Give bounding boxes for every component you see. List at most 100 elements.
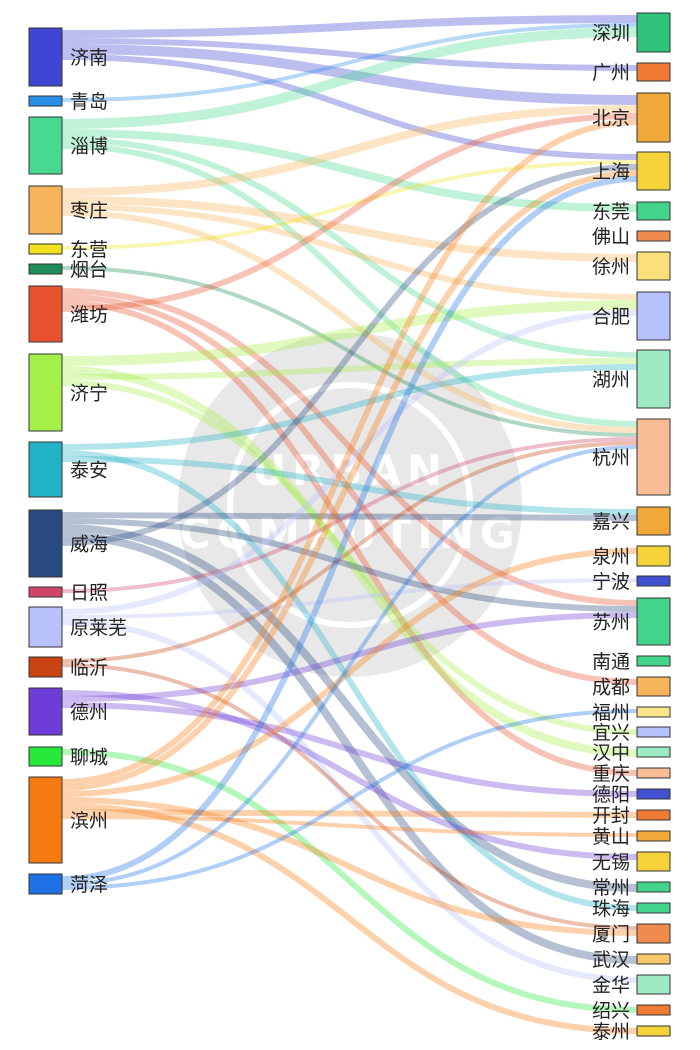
target-label-27: 武汉 <box>592 949 630 971</box>
source-node-15 <box>28 776 63 864</box>
source-node-5 <box>28 263 63 275</box>
target-node-22 <box>636 830 671 842</box>
flow-link <box>61 809 638 818</box>
flow-link <box>61 612 638 702</box>
source-node-9 <box>28 509 63 578</box>
source-node-0 <box>28 27 63 87</box>
target-node-25 <box>636 902 671 914</box>
flow-link <box>61 358 638 380</box>
source-label-15: 滨州 <box>70 810 108 832</box>
target-label-20: 德阳 <box>592 784 630 806</box>
target-label-17: 宜兴 <box>592 722 630 744</box>
target-node-3 <box>636 151 671 191</box>
flow-link <box>61 663 638 930</box>
target-label-26: 厦门 <box>592 924 630 946</box>
target-node-8 <box>636 349 671 409</box>
target-node-20 <box>636 788 671 800</box>
target-label-30: 泰州 <box>592 1021 630 1043</box>
flow-link <box>61 380 638 735</box>
source-label-14: 聊城 <box>70 747 108 769</box>
flow-link <box>61 143 638 427</box>
target-node-15 <box>636 676 671 697</box>
source-node-2 <box>28 116 63 175</box>
target-label-21: 开封 <box>592 805 630 827</box>
source-node-1 <box>28 95 63 107</box>
flow-link <box>61 176 638 882</box>
flow-link <box>61 749 638 1013</box>
target-node-18 <box>636 746 671 758</box>
svg-text:URBAN: URBAN <box>252 446 448 495</box>
flow-link <box>61 445 638 886</box>
source-label-13: 德州 <box>70 702 108 724</box>
flow-link <box>61 113 638 312</box>
source-label-12: 临沂 <box>70 657 108 679</box>
flow-link <box>61 532 638 964</box>
flow-link <box>61 797 638 936</box>
flow-link <box>61 164 638 546</box>
source-node-3 <box>28 185 63 235</box>
target-label-1: 广州 <box>592 62 630 84</box>
target-node-7 <box>636 291 671 341</box>
source-label-0: 济南 <box>70 47 108 69</box>
flow-links <box>61 15 638 1034</box>
flow-link <box>61 129 638 212</box>
source-node-8 <box>28 441 63 498</box>
flow-link <box>61 456 638 515</box>
flow-link <box>61 548 638 797</box>
target-node-0 <box>636 12 671 53</box>
target-node-30 <box>636 1025 671 1037</box>
flow-link <box>61 709 638 890</box>
flow-link <box>61 450 638 911</box>
flow-link <box>61 266 638 437</box>
target-label-29: 绍兴 <box>592 1000 630 1022</box>
target-label-28: 金华 <box>592 975 630 997</box>
flow-link <box>61 441 638 663</box>
target-label-18: 汉中 <box>592 742 630 764</box>
source-node-16 <box>28 873 63 895</box>
flow-link <box>61 15 638 38</box>
flow-link <box>61 196 638 262</box>
source-label-6: 潍坊 <box>70 304 108 326</box>
flow-link <box>61 803 638 1034</box>
flow-link <box>61 437 638 593</box>
target-node-26 <box>636 923 671 944</box>
target-label-3: 上海 <box>592 161 630 183</box>
target-label-12: 宁波 <box>592 571 630 593</box>
svg-text:COMPUTING: COMPUTING <box>179 509 520 558</box>
flow-link <box>61 294 638 685</box>
target-label-6: 徐州 <box>592 256 630 278</box>
source-node-11 <box>28 606 63 648</box>
flow-link <box>61 619 638 983</box>
target-node-29 <box>636 1004 671 1016</box>
flow-link <box>61 366 638 757</box>
source-node-12 <box>28 656 63 678</box>
flow-link <box>61 44 638 105</box>
target-node-14 <box>636 655 671 667</box>
city-nodes <box>28 12 671 1037</box>
flow-link <box>61 578 638 619</box>
target-label-23: 无锡 <box>592 852 630 874</box>
target-node-21 <box>636 809 671 821</box>
source-node-4 <box>28 243 63 255</box>
flow-link <box>61 54 638 160</box>
target-node-10 <box>636 506 671 536</box>
target-node-1 <box>636 62 671 82</box>
source-label-4: 东营 <box>70 239 108 261</box>
target-node-5 <box>636 230 671 242</box>
target-node-12 <box>636 575 671 587</box>
source-label-5: 烟台 <box>70 259 108 281</box>
target-node-17 <box>636 726 671 738</box>
target-node-19 <box>636 767 671 779</box>
watermark-logo: URBAN COMPUTING <box>178 333 522 677</box>
target-label-9: 杭州 <box>592 447 630 469</box>
target-label-4: 东莞 <box>592 201 630 223</box>
flow-link <box>61 702 638 797</box>
target-label-0: 深圳 <box>592 23 630 45</box>
source-label-7: 济宁 <box>70 383 108 405</box>
target-label-16: 福州 <box>592 702 630 724</box>
target-label-8: 湖州 <box>592 369 630 391</box>
source-node-7 <box>28 353 63 432</box>
flow-link <box>61 38 638 71</box>
flow-link <box>61 512 638 521</box>
